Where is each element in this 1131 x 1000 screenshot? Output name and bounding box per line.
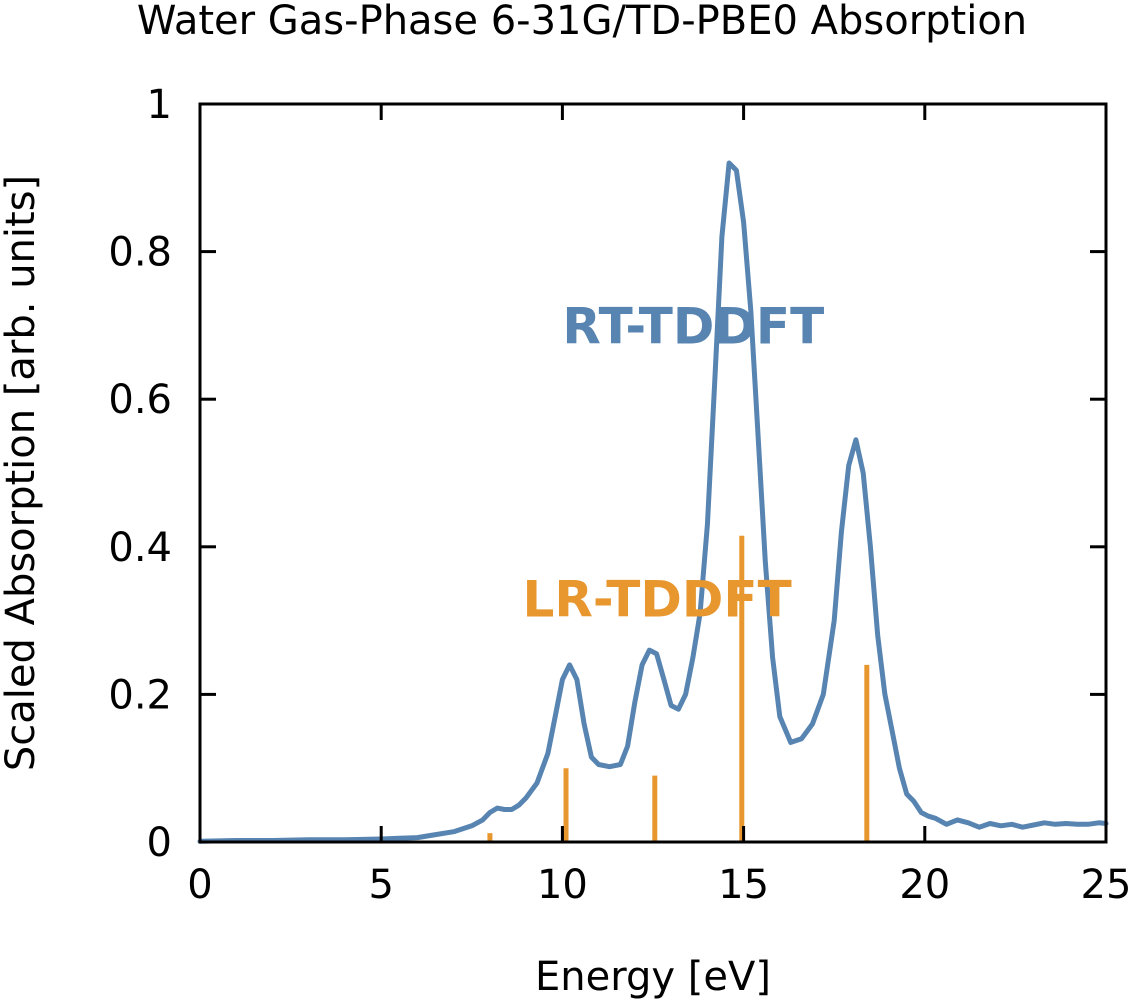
y-tick-label: 0.6 [108, 377, 172, 423]
series-line-rt-tddft [197, 160, 1109, 844]
axis-ticks: 0 5 10 15 20 25 0 0.2 0.4 0.6 0.8 1 [108, 82, 1131, 908]
annotations: RT-TDDFT LR-TDDFT [523, 297, 825, 628]
y-tick-label: 0 [147, 820, 172, 866]
x-tick-label: 20 [899, 862, 950, 908]
x-tick-label: 0 [187, 862, 212, 908]
x-tick-label: 25 [1081, 862, 1131, 908]
x-tick-label: 15 [718, 862, 769, 908]
y-tick-label: 1 [147, 82, 172, 128]
x-axis-label: Energy [eV] [535, 954, 771, 1000]
plot-area [197, 160, 1109, 844]
x-tick-label: 10 [537, 862, 588, 908]
chart-title: Water Gas-Phase 6-31G/TD-PBE0 Absorption [137, 0, 1027, 44]
y-tick-label: 0.8 [108, 230, 172, 276]
y-tick-label: 0.4 [108, 525, 172, 571]
annotation-lr-tddft: LR-TDDFT [523, 570, 792, 628]
annotation-rt-tddft: RT-TDDFT [562, 297, 824, 355]
x-tick-label: 5 [368, 862, 393, 908]
y-tick-label: 0.2 [108, 672, 172, 718]
plot-frame [198, 102, 1108, 844]
y-axis-label: Scaled Absorption [arb. units] [0, 175, 44, 771]
